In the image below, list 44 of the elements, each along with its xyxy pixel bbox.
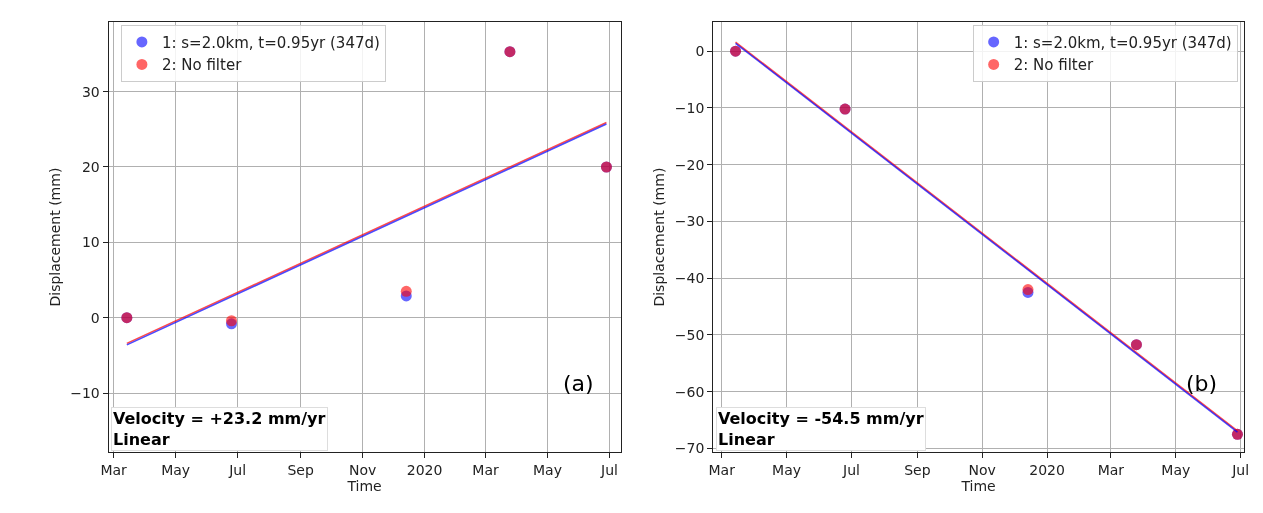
x-tick-label: Nov bbox=[348, 461, 377, 478]
y-tick-label: 20 bbox=[81, 158, 100, 175]
x-tick-label: Mar bbox=[1097, 461, 1125, 478]
y-axis-title: Displacement (mm) bbox=[46, 167, 63, 307]
y-tick-label: −40 bbox=[674, 270, 705, 287]
annotation: Velocity = -54.5 mm/yr Linear bbox=[718, 409, 924, 449]
x-tick-label: Jul bbox=[1231, 461, 1250, 478]
x-tick-label: Jul bbox=[842, 461, 860, 478]
annotation: (a) bbox=[563, 371, 594, 396]
x-tick-label: Mar bbox=[100, 461, 128, 478]
y-tick-label: −30 bbox=[674, 213, 705, 230]
y-tick-label: −50 bbox=[674, 326, 705, 343]
y-tick-label: −20 bbox=[674, 156, 705, 173]
x-tick-label: Nov bbox=[968, 461, 996, 478]
y-tick-label: 0 bbox=[90, 309, 100, 326]
x-tick-label: May bbox=[533, 461, 562, 478]
legend-label: 2: No filter bbox=[1013, 56, 1094, 75]
y-tick-label: 30 bbox=[81, 83, 100, 100]
y-axis-title: Displacement (mm) bbox=[651, 167, 668, 307]
y-tick-label: −60 bbox=[674, 383, 705, 400]
annotation: Velocity = +23.2 mm/yr Linear bbox=[113, 409, 326, 449]
legend-label: 2: No filter bbox=[161, 56, 243, 75]
y-tick-label: −10 bbox=[70, 385, 100, 402]
legend-label: 1: s=2.0km, t=0.95yr (347d) bbox=[1013, 33, 1232, 52]
x-tick-label: May bbox=[772, 461, 802, 478]
annotation: (b) bbox=[1186, 371, 1218, 396]
x-tick-label: May bbox=[1161, 461, 1191, 478]
x-tick-label: Sep bbox=[904, 461, 931, 478]
y-tick-label: −70 bbox=[674, 440, 705, 457]
x-tick-label: 2020 bbox=[406, 461, 443, 478]
x-tick-label: Jul bbox=[600, 461, 618, 478]
x-axis-title: Time bbox=[960, 477, 996, 494]
x-tick-label: 2020 bbox=[1029, 461, 1065, 478]
x-tick-label: Mar bbox=[472, 461, 499, 478]
x-tick-label: May bbox=[161, 461, 191, 478]
y-tick-label: 0 bbox=[695, 43, 705, 60]
x-axis-title: Time bbox=[346, 477, 382, 494]
x-tick-label: Sep bbox=[287, 461, 314, 478]
y-tick-label: −10 bbox=[674, 99, 705, 116]
x-tick-label: Jul bbox=[228, 461, 247, 478]
legend-label: 1: s=2.0km, t=0.95yr (347d) bbox=[161, 33, 380, 52]
y-tick-label: 10 bbox=[81, 234, 100, 251]
x-tick-label: Mar bbox=[708, 461, 736, 478]
point bbox=[400, 285, 412, 297]
